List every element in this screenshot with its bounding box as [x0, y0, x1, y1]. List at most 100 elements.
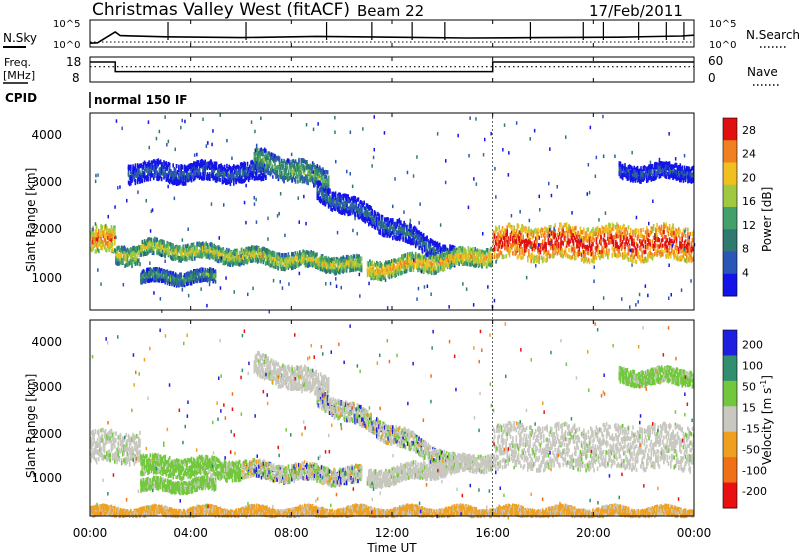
data-cell	[182, 244, 185, 249]
data-cell	[92, 239, 94, 244]
data-cell	[157, 241, 160, 246]
data-cell	[231, 255, 234, 260]
data-cell	[213, 243, 215, 248]
data-cell	[181, 165, 184, 170]
data-cell	[231, 262, 234, 267]
data-cell	[243, 260, 245, 265]
data-cell	[171, 256, 173, 261]
data-cell	[131, 251, 133, 256]
data-cell	[163, 240, 165, 245]
data-cell	[183, 256, 186, 261]
data-cell	[216, 256, 219, 261]
data-cell	[151, 249, 154, 254]
data-cell	[146, 245, 148, 250]
data-cell	[199, 253, 202, 258]
data-cell	[152, 241, 155, 246]
data-cell	[239, 257, 242, 262]
power-panel: 1000 2000 3000 4000 Slant Range [km] 481…	[24, 112, 774, 314]
data-cell	[126, 262, 129, 267]
data-cell	[127, 249, 130, 254]
data-cell	[243, 253, 245, 258]
data-cell	[159, 252, 162, 257]
data-cell	[379, 230, 381, 235]
data-cell	[237, 261, 239, 266]
data-cell	[103, 224, 106, 230]
data-cell	[124, 257, 126, 262]
data-cell	[91, 240, 93, 245]
data-cell	[144, 245, 147, 250]
data-cell	[214, 250, 217, 255]
data-cell	[194, 256, 196, 261]
data-cell	[162, 244, 164, 249]
data-cell	[109, 241, 111, 246]
frequency-series-line	[90, 61, 694, 73]
data-cell	[133, 260, 136, 265]
data-cell	[135, 248, 138, 254]
data-cell	[216, 245, 219, 250]
data-cell	[124, 249, 126, 254]
data-cell	[233, 257, 236, 262]
data-cell	[122, 246, 124, 251]
data-cell	[128, 248, 131, 253]
data-cell	[92, 246, 94, 251]
data-cell	[208, 245, 211, 250]
data-cell	[150, 242, 153, 247]
data-cell	[233, 260, 236, 265]
data-cell	[104, 226, 107, 231]
data-cell	[116, 246, 118, 251]
data-cell	[189, 254, 191, 259]
scatter-band	[140, 236, 363, 276]
data-cell	[218, 253, 220, 258]
data-cell	[179, 249, 181, 254]
data-cell	[152, 250, 155, 256]
data-cell	[95, 249, 98, 254]
data-cell	[109, 228, 111, 234]
data-cell	[211, 254, 213, 259]
data-cell	[214, 269, 217, 274]
data-cell	[116, 252, 118, 258]
data-cell	[168, 250, 171, 255]
data-cell	[187, 248, 189, 253]
scatter-band	[140, 267, 217, 288]
data-cell	[230, 255, 233, 260]
data-cell	[110, 248, 113, 253]
data-cell	[172, 251, 174, 256]
data-cell	[118, 253, 121, 259]
data-cell	[90, 236, 92, 241]
data-cell	[112, 227, 115, 232]
data-cell	[112, 249, 115, 254]
data-cell	[235, 250, 237, 255]
data-cell	[132, 246, 134, 251]
nave-tick-bottom: 0	[708, 71, 716, 85]
data-cell	[360, 257, 363, 262]
data-cell	[107, 243, 109, 248]
data-cell	[106, 228, 108, 234]
data-cell	[371, 208, 373, 213]
data-cell	[143, 239, 146, 245]
data-cell	[199, 242, 202, 247]
data-cell	[147, 237, 149, 242]
data-cell	[124, 253, 126, 258]
data-cell	[95, 242, 98, 247]
data-cell	[212, 250, 214, 255]
data-cell	[229, 256, 231, 261]
data-cell	[276, 169, 279, 174]
data-cell	[206, 244, 209, 249]
station-title: Christmas Valley West (fitACF)	[92, 0, 350, 20]
data-cell	[213, 249, 215, 254]
data-cell	[106, 241, 108, 246]
data-cell	[126, 258, 129, 263]
data-cell	[125, 253, 128, 258]
data-cell	[123, 250, 125, 255]
data-cell	[223, 256, 226, 261]
data-cell	[215, 250, 218, 255]
data-cell	[298, 159, 300, 164]
data-cell	[219, 246, 221, 251]
data-cell	[152, 247, 155, 252]
data-cell	[166, 250, 169, 255]
data-cell	[208, 242, 211, 247]
data-cell	[158, 246, 161, 251]
data-cell	[134, 255, 137, 260]
data-cell	[96, 237, 99, 242]
data-cell	[208, 253, 211, 258]
